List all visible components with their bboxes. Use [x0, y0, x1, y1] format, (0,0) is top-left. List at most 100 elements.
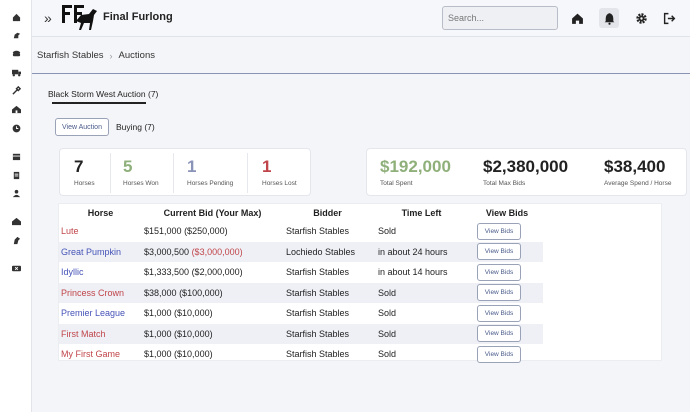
- logo: [62, 5, 97, 30]
- breadcrumb-stable[interactable]: Starfish Stables: [37, 50, 104, 61]
- close-box-icon[interactable]: [10, 263, 22, 273]
- home-button[interactable]: [567, 8, 587, 28]
- bidder: Starfish Stables: [286, 287, 350, 298]
- max-bid: ($10,000): [174, 349, 213, 360]
- stat-horses: 7 Horses: [74, 157, 95, 187]
- table-row: Premier League $1,000 ($10,000) Starfish S…: [59, 303, 543, 324]
- column-header: View Bids: [485, 207, 529, 218]
- stat-label: Horses: [74, 180, 95, 187]
- search-input[interactable]: [442, 6, 558, 30]
- time-left: Sold: [378, 226, 397, 237]
- chevron-right-icon: ›: [109, 50, 113, 61]
- document-icon[interactable]: [10, 170, 22, 180]
- header-divider: [32, 73, 690, 74]
- spend-stats-card: $192,000 Total Spent $2,380,000 Total Ma…: [366, 148, 687, 196]
- view-bids-button[interactable]: View Bids: [477, 263, 521, 281]
- stack-icon[interactable]: [10, 48, 22, 58]
- horse-link[interactable]: Idyllic: [61, 267, 84, 278]
- table-row: My First Game $1,000 ($10,000) Starfish St…: [59, 344, 543, 365]
- view-bids-button[interactable]: View Bids: [477, 284, 521, 302]
- time-left: Sold: [378, 349, 397, 360]
- barn-icon[interactable]: [10, 104, 22, 114]
- horse-stats-card: 7 Horses 5 Horses Won 1 Horses Pending 1…: [59, 148, 311, 196]
- home-icon[interactable]: [10, 12, 22, 22]
- horse-link[interactable]: First Match: [61, 328, 106, 339]
- breadcrumb: Starfish Stables › Auctions: [37, 50, 155, 61]
- stat-label: Horses Won: [123, 180, 159, 187]
- settings-button[interactable]: [631, 8, 651, 28]
- horse-head-icon[interactable]: [10, 235, 22, 245]
- view-bids-button[interactable]: View Bids: [477, 325, 521, 343]
- logout-icon: [663, 12, 675, 24]
- stat-label: Total Max Bids: [483, 180, 526, 187]
- time-left: Sold: [378, 308, 397, 319]
- view-bids-button[interactable]: View Bids: [477, 345, 521, 363]
- clock-icon[interactable]: [10, 123, 22, 133]
- column-header: Time Left: [401, 207, 442, 218]
- current-bid: $1,000: [144, 349, 172, 360]
- bidder: Lochiedo Stables: [286, 246, 356, 257]
- person-icon[interactable]: [10, 188, 22, 198]
- view-auction-button[interactable]: View Auction: [55, 118, 109, 136]
- sidebar: [0, 0, 32, 412]
- column-header: Current Bid (Your Max): [163, 207, 262, 218]
- home-icon: [571, 13, 583, 24]
- stable-icon[interactable]: [10, 216, 22, 226]
- divider: [110, 153, 111, 193]
- stat-horses-won: 5 Horses Won: [123, 157, 159, 187]
- max-bid: ($10,000): [174, 308, 213, 319]
- bidder: Starfish Stables: [286, 349, 350, 360]
- stat-value: $2,380,000: [483, 157, 569, 176]
- horse-link[interactable]: Premier League: [61, 308, 126, 319]
- stat-label: Average Spend / Horse: [604, 180, 672, 187]
- table-row: First Match $1,000 ($10,000) Starfish Stab…: [59, 323, 543, 344]
- truck-icon[interactable]: [10, 67, 22, 77]
- max-bid: ($100,000): [179, 287, 223, 298]
- notifications-button[interactable]: [599, 8, 619, 28]
- max-bid: ($10,000): [174, 328, 213, 339]
- stat-value: 7: [74, 157, 84, 176]
- horse-link[interactable]: Princess Crown: [61, 287, 125, 298]
- calendar-icon[interactable]: [10, 151, 22, 161]
- current-bid: $3,000,500: [144, 246, 190, 257]
- bell-icon: [604, 12, 614, 25]
- stat-total-max-bids: $2,380,000 Total Max Bids: [483, 157, 568, 187]
- bidder: Starfish Stables: [286, 308, 350, 319]
- expand-sidebar-icon[interactable]: »: [44, 10, 52, 26]
- stat-label: Total Spent: [380, 180, 413, 187]
- view-bids-button[interactable]: View Bids: [477, 222, 521, 240]
- tools-icon[interactable]: [10, 85, 22, 95]
- table-row: Idyllic $1,333,500 ($2,000,000) Starfish S…: [59, 262, 543, 283]
- time-left: Sold: [378, 287, 397, 298]
- tab-buying[interactable]: Buying (7): [116, 122, 155, 132]
- time-left: Sold: [378, 328, 397, 339]
- bidder: Starfish Stables: [286, 267, 350, 278]
- breadcrumb-auctions[interactable]: Auctions: [118, 50, 155, 61]
- divider: [173, 153, 174, 193]
- view-bids-button[interactable]: View Bids: [477, 243, 521, 261]
- stat-value: 1: [187, 157, 197, 176]
- stat-value: $192,000: [380, 157, 451, 176]
- stat-label: Horses Lost: [262, 180, 297, 187]
- tab-auction[interactable]: Black Storm West Auction (7): [48, 89, 159, 99]
- stat-value: 5: [123, 157, 133, 176]
- logout-button[interactable]: [659, 8, 679, 28]
- table-header: Horse Current Bid (Your Max) Bidder Time…: [59, 204, 543, 221]
- max-bid: ($250,000): [184, 226, 228, 237]
- horse-link[interactable]: Lute: [61, 226, 79, 237]
- stat-value: $38,400: [604, 157, 666, 176]
- time-left: in about 14 hours: [378, 267, 448, 278]
- current-bid: $151,000: [144, 226, 182, 237]
- horse-link[interactable]: My First Game: [61, 349, 121, 360]
- bidder: Starfish Stables: [286, 226, 350, 237]
- table-row: Princess Crown $38,000 ($100,000) Starfish…: [59, 282, 543, 303]
- horse-icon[interactable]: [10, 30, 22, 40]
- stat-label: Horses Pending: [187, 180, 234, 187]
- column-header: Horse: [87, 207, 114, 218]
- stat-horses-lost: 1 Horses Lost: [262, 157, 297, 187]
- top-bar: » Final Furlong: [32, 0, 690, 37]
- horse-link[interactable]: Great Pumpkin: [61, 246, 122, 257]
- bidder: Starfish Stables: [286, 328, 350, 339]
- divider: [247, 153, 248, 193]
- view-bids-button[interactable]: View Bids: [477, 304, 521, 322]
